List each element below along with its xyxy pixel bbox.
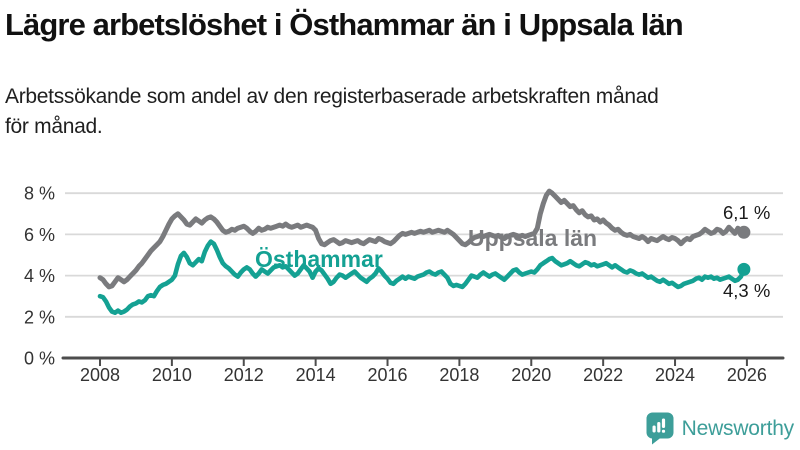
x-axis-tick-label: 2024 <box>655 365 695 385</box>
x-axis-tick-label: 2016 <box>367 365 407 385</box>
chart-annotations: Östhammar Uppsala län 6,1 % 4,3 % <box>255 202 770 301</box>
gridlines <box>65 192 783 318</box>
y-axis-tick-label: 0 % <box>24 349 55 369</box>
y-axis-tick-label: 2 % <box>24 307 55 327</box>
series-end-dot-uppsala <box>737 225 751 239</box>
subtitle-line-1: Arbetssökande som andel av den registerb… <box>5 85 659 108</box>
page-title: Lägre arbetslöshet i Östhammar än i Upps… <box>5 7 684 42</box>
axes: 8 % 6 % 4 % 2 % 0 % 2008 2010 2012 2014 2016 2018 2… <box>24 184 785 385</box>
x-axis-tick-label: 2018 <box>439 365 479 385</box>
series-end-dot-osthammar <box>737 262 751 276</box>
chart-subtitle: Arbetssökande som andel av den registerb… <box>5 82 795 142</box>
x-axis-tick-label: 2022 <box>583 365 623 385</box>
x-axis-tick-label: 2012 <box>224 365 264 385</box>
newsworthy-logo[interactable]: Newsworthy <box>645 412 794 445</box>
data-series <box>97 188 751 316</box>
newsworthy-bubble-icon <box>646 412 674 445</box>
end-value-label-osthammar: 4,3 % <box>723 280 770 301</box>
series-label-uppsala: Uppsala län <box>468 225 597 251</box>
series-line-uppsala <box>97 188 747 290</box>
series-label-osthammar: Östhammar <box>255 246 383 272</box>
y-axis-tick-label: 4 % <box>24 266 55 286</box>
series-line-osthammar <box>97 239 747 316</box>
x-axis-tick-label: 2010 <box>152 365 192 385</box>
end-value-label-uppsala: 6,1 % <box>723 202 770 223</box>
x-axis-tick-label: 2014 <box>296 365 336 385</box>
x-axis-tick-label: 2026 <box>727 365 767 385</box>
y-axis-tick-label: 6 % <box>24 225 55 245</box>
subtitle-line-2: för månad. <box>5 115 103 138</box>
brand-name: Newsworthy <box>681 416 795 440</box>
x-axis-tick-label: 2008 <box>80 365 120 385</box>
x-axis-tick-label: 2020 <box>511 365 551 385</box>
y-axis-tick-label: 8 % <box>24 184 55 204</box>
